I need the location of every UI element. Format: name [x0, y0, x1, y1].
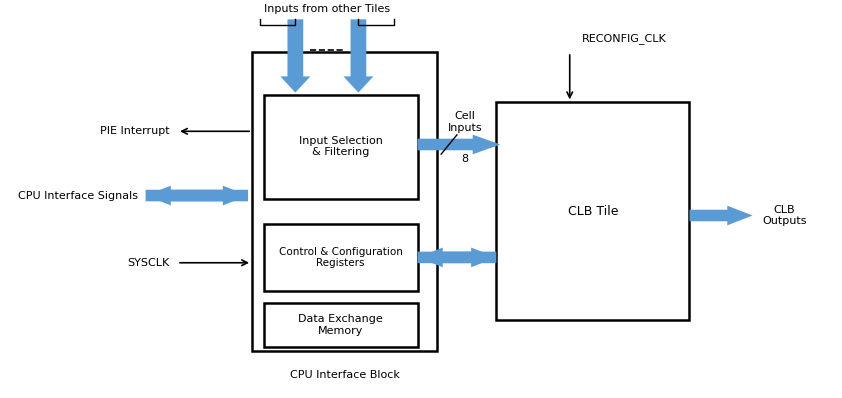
Bar: [496, 102, 690, 320]
Bar: [264, 303, 418, 347]
FancyArrow shape: [418, 248, 496, 267]
Text: Inputs from other Tiles: Inputs from other Tiles: [264, 4, 390, 14]
Text: Data Exchange
Memory: Data Exchange Memory: [298, 314, 383, 336]
Text: CLB Tile: CLB Tile: [568, 205, 618, 218]
Bar: [264, 95, 418, 199]
FancyArrow shape: [146, 186, 248, 205]
FancyArrow shape: [690, 206, 753, 225]
Text: CPU Interface Signals: CPU Interface Signals: [18, 191, 138, 201]
FancyArrow shape: [344, 20, 373, 93]
FancyArrow shape: [418, 135, 500, 154]
Text: PIE Interrupt: PIE Interrupt: [99, 126, 169, 136]
Text: 8: 8: [461, 154, 468, 164]
Text: Control & Configuration
Registers: Control & Configuration Registers: [279, 247, 402, 268]
Text: Input Selection
& Filtering: Input Selection & Filtering: [299, 136, 382, 157]
FancyArrow shape: [280, 20, 311, 93]
FancyArrow shape: [146, 186, 248, 205]
Text: CLB
Outputs: CLB Outputs: [762, 205, 807, 226]
Bar: [252, 52, 437, 351]
Text: Cell
Inputs: Cell Inputs: [447, 111, 482, 133]
Text: CPU Interface Block: CPU Interface Block: [290, 370, 400, 380]
FancyArrow shape: [418, 248, 496, 267]
Text: SYSCLK: SYSCLK: [127, 258, 169, 268]
Bar: [264, 224, 418, 291]
Text: RECONFIG_CLK: RECONFIG_CLK: [582, 33, 666, 45]
